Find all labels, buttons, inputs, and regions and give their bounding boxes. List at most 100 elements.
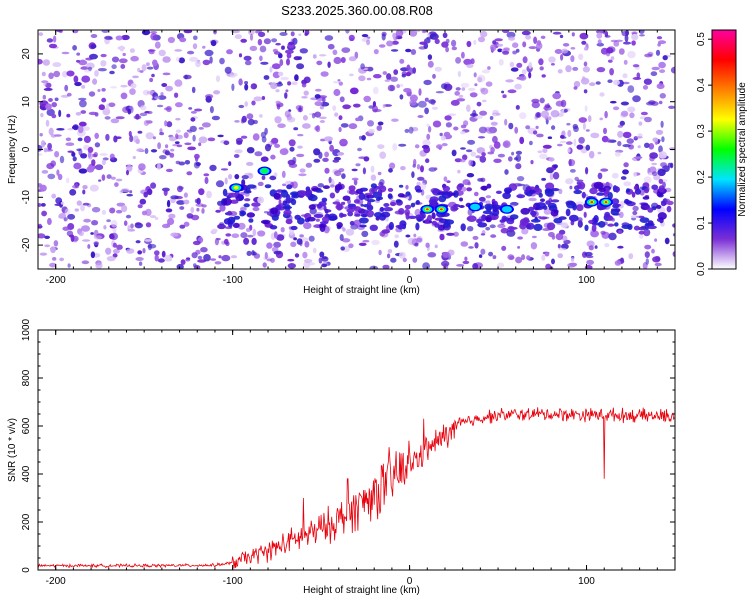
noise-blob bbox=[301, 96, 308, 99]
noise-blob bbox=[225, 233, 232, 237]
noise-blob bbox=[288, 41, 294, 46]
noise-blob bbox=[515, 105, 520, 110]
noise-blob bbox=[188, 130, 193, 134]
ridge-blob bbox=[318, 201, 327, 207]
noise-blob bbox=[502, 50, 510, 55]
noise-blob bbox=[416, 237, 423, 243]
ridge-blob bbox=[544, 188, 552, 194]
ridge-blob bbox=[640, 203, 650, 211]
ridge-blob bbox=[346, 208, 355, 213]
noise-blob bbox=[539, 153, 548, 160]
noise-blob bbox=[270, 82, 278, 90]
noise-blob bbox=[164, 151, 171, 156]
noise-blob bbox=[148, 49, 155, 55]
noise-blob bbox=[497, 262, 505, 268]
noise-blob bbox=[477, 76, 483, 83]
noise-blob bbox=[334, 112, 339, 117]
colorbar-tick-label: 0.3 bbox=[696, 124, 707, 138]
noise-blob bbox=[670, 66, 675, 74]
noise-blob bbox=[290, 31, 295, 37]
noise-blob bbox=[515, 150, 523, 155]
noise-blob bbox=[76, 59, 81, 63]
x-tick-label: 0 bbox=[407, 275, 413, 286]
noise-blob bbox=[92, 78, 98, 85]
noise-blob bbox=[631, 33, 639, 41]
noise-blob bbox=[473, 72, 477, 78]
noise-blob bbox=[537, 150, 543, 154]
noise-blob bbox=[453, 126, 459, 131]
noise-blob bbox=[278, 71, 284, 77]
noise-blob bbox=[627, 85, 635, 93]
noise-blob bbox=[399, 58, 405, 64]
noise-blob bbox=[472, 263, 479, 269]
noise-blob bbox=[48, 43, 58, 49]
noise-blob bbox=[337, 79, 341, 82]
noise-blob bbox=[121, 188, 130, 193]
noise-blob bbox=[384, 79, 390, 82]
ridge-blob bbox=[450, 205, 458, 212]
noise-blob bbox=[658, 151, 667, 159]
noise-blob bbox=[672, 251, 675, 257]
noise-blob bbox=[52, 35, 57, 43]
ridge-blob bbox=[651, 184, 659, 190]
noise-blob bbox=[551, 258, 555, 265]
noise-blob bbox=[416, 164, 421, 170]
noise-blob bbox=[446, 232, 455, 236]
noise-blob bbox=[405, 72, 411, 77]
noise-blob bbox=[658, 61, 666, 69]
noise-blob bbox=[500, 227, 509, 234]
noise-blob bbox=[299, 48, 308, 54]
noise-blob bbox=[312, 247, 317, 254]
noise-blob bbox=[58, 109, 62, 118]
noise-blob bbox=[571, 32, 575, 37]
ridge-blob bbox=[233, 215, 241, 220]
noise-blob bbox=[370, 165, 375, 173]
noise-blob bbox=[60, 94, 69, 98]
ridge-blob bbox=[227, 210, 233, 216]
noise-blob bbox=[440, 135, 446, 141]
noise-blob bbox=[341, 238, 351, 243]
ridge-blob bbox=[290, 225, 298, 231]
noise-blob bbox=[657, 40, 667, 45]
noise-blob bbox=[266, 258, 272, 262]
noise-blob bbox=[441, 83, 448, 90]
ridge-blob bbox=[379, 206, 384, 212]
noise-blob bbox=[200, 247, 208, 253]
noise-blob bbox=[634, 136, 643, 139]
noise-blob bbox=[427, 126, 432, 133]
peak-mark bbox=[260, 168, 269, 174]
ridge-blob bbox=[502, 192, 511, 200]
noise-blob bbox=[467, 139, 476, 145]
ridge-blob bbox=[627, 223, 633, 230]
noise-blob bbox=[493, 158, 502, 163]
noise-blob bbox=[492, 135, 498, 144]
noise-blob bbox=[573, 125, 579, 133]
noise-blob bbox=[159, 155, 167, 160]
noise-blob bbox=[481, 152, 486, 157]
ridge-blob bbox=[222, 188, 228, 197]
noise-blob bbox=[532, 130, 538, 135]
noise-blob bbox=[606, 138, 611, 143]
ridge-blob bbox=[334, 184, 343, 191]
ridge-blob bbox=[282, 200, 288, 206]
noise-blob bbox=[252, 133, 260, 141]
noise-blob bbox=[274, 143, 281, 148]
noise-blob bbox=[145, 222, 152, 228]
noise-blob bbox=[549, 173, 554, 180]
noise-blob bbox=[637, 145, 641, 149]
noise-blob bbox=[293, 237, 297, 241]
noise-blob bbox=[86, 62, 95, 69]
ridge-blob bbox=[578, 181, 586, 190]
noise-blob bbox=[238, 53, 243, 58]
noise-blob bbox=[379, 179, 385, 186]
noise-blob bbox=[101, 159, 106, 166]
noise-blob bbox=[596, 67, 606, 73]
noise-blob bbox=[599, 92, 605, 97]
noise-blob bbox=[154, 41, 161, 49]
noise-blob bbox=[433, 167, 438, 171]
noise-blob bbox=[410, 49, 417, 55]
noise-blob bbox=[224, 66, 232, 74]
noise-blob bbox=[426, 133, 431, 140]
noise-blob bbox=[52, 62, 62, 68]
noise-blob bbox=[289, 146, 295, 152]
